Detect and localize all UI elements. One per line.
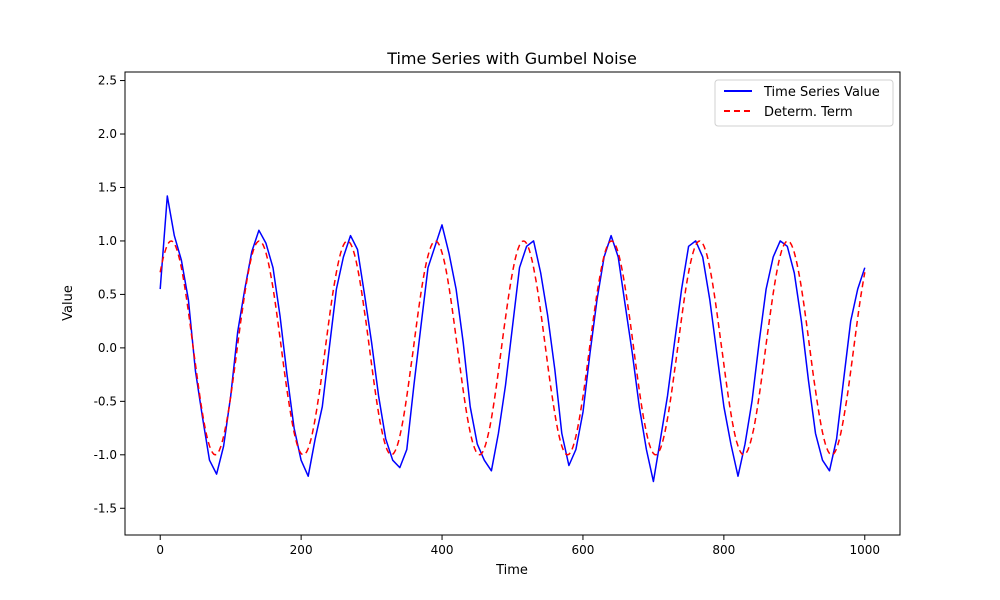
y-tick-label: 1.0 (98, 234, 117, 248)
x-tick-label: 0 (156, 543, 164, 557)
x-axis: 0 200 400 600 800 1000 (156, 535, 880, 557)
plot-area (159, 195, 866, 483)
y-axis-label: Value (61, 285, 76, 321)
y-tick-label: -0.5 (94, 394, 117, 408)
series-line-determ-term (159, 240, 866, 456)
axes-frame (124, 71, 901, 536)
y-tick-label: -1.5 (94, 501, 117, 515)
x-tick-label: 200 (290, 543, 313, 557)
x-axis-label: Time (495, 563, 528, 578)
legend-label-determ-term: Determ. Term (764, 105, 853, 120)
y-axis: -1.5 -1.0 -0.5 0.0 0.5 1.0 1.5 2.0 2.5 (94, 74, 125, 515)
y-tick-label: 0.0 (98, 341, 117, 355)
series-line-time-series-value (159, 195, 866, 483)
x-tick-label: 400 (431, 543, 454, 557)
legend-box (714, 79, 894, 127)
x-tick-label: 600 (572, 543, 595, 557)
y-tick-label: 1.5 (98, 180, 117, 194)
y-tick-label: 2.0 (98, 127, 117, 141)
legend: Time Series Value Determ. Term (714, 79, 894, 127)
x-tick-label: 1000 (849, 543, 880, 557)
y-tick-label: 2.5 (98, 74, 117, 88)
y-tick-label: 0.5 (98, 287, 117, 301)
legend-label-time-series: Time Series Value (763, 85, 880, 100)
y-tick-label: -1.0 (94, 448, 117, 462)
x-tick-label: 800 (712, 543, 735, 557)
chart-title: Time Series with Gumbel Noise (386, 49, 637, 68)
